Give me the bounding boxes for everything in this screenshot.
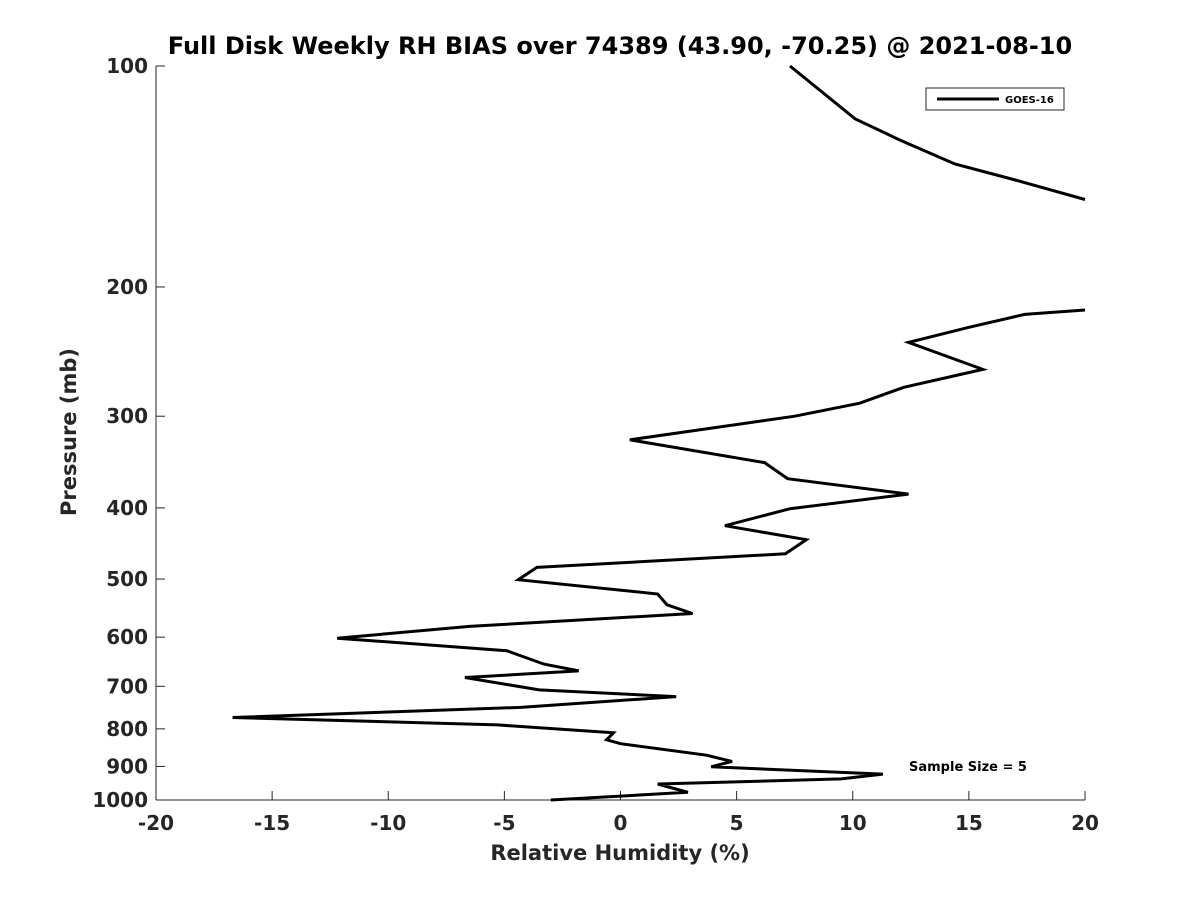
series-layer [232, 64, 1086, 802]
x-tick-label: 5 [730, 811, 744, 835]
series-goes-16-line-segment-1 [232, 308, 1086, 802]
y-tick-label: 400 [106, 496, 148, 520]
y-tick-label: 100 [106, 54, 148, 78]
series-goes-16-line-segment-0 [789, 64, 1086, 201]
y-tick-label: 900 [106, 754, 148, 778]
x-tick-label: 0 [614, 811, 628, 835]
chart-title: Full Disk Weekly RH BIAS over 74389 (43.… [168, 32, 1072, 60]
x-axis-label: Relative Humidity (%) [490, 841, 749, 865]
legend-entry-goes-16: GOES-16 [1005, 95, 1054, 106]
x-axis-ticks: -20 -15 -10 -5 0 5 10 15 20 [138, 791, 1099, 835]
legend: GOES-16 [925, 87, 1065, 111]
x-tick-label: 10 [839, 811, 867, 835]
y-tick-label: 1000 [92, 788, 148, 812]
x-tick-label: 20 [1071, 811, 1099, 835]
x-tick-label: -10 [370, 811, 406, 835]
y-axis-label: Pressure (mb) [57, 348, 81, 516]
y-tick-label: 500 [106, 567, 148, 591]
x-tick-label: -20 [138, 811, 174, 835]
x-tick-label: -5 [493, 811, 515, 835]
sample-size-annotation: Sample Size = 5 [909, 760, 1027, 775]
x-tick-label: 15 [955, 811, 983, 835]
y-tick-label: 700 [106, 674, 148, 698]
y-tick-label: 600 [106, 625, 148, 649]
y-axis-ticks: 100 200 300 400 500 600 700 800 900 1000 [92, 54, 165, 812]
y-tick-label: 200 [106, 275, 148, 299]
y-tick-label: 300 [106, 404, 148, 428]
y-tick-label: 800 [106, 717, 148, 741]
x-tick-label: -15 [254, 811, 290, 835]
plot-frame [155, 66, 1085, 801]
